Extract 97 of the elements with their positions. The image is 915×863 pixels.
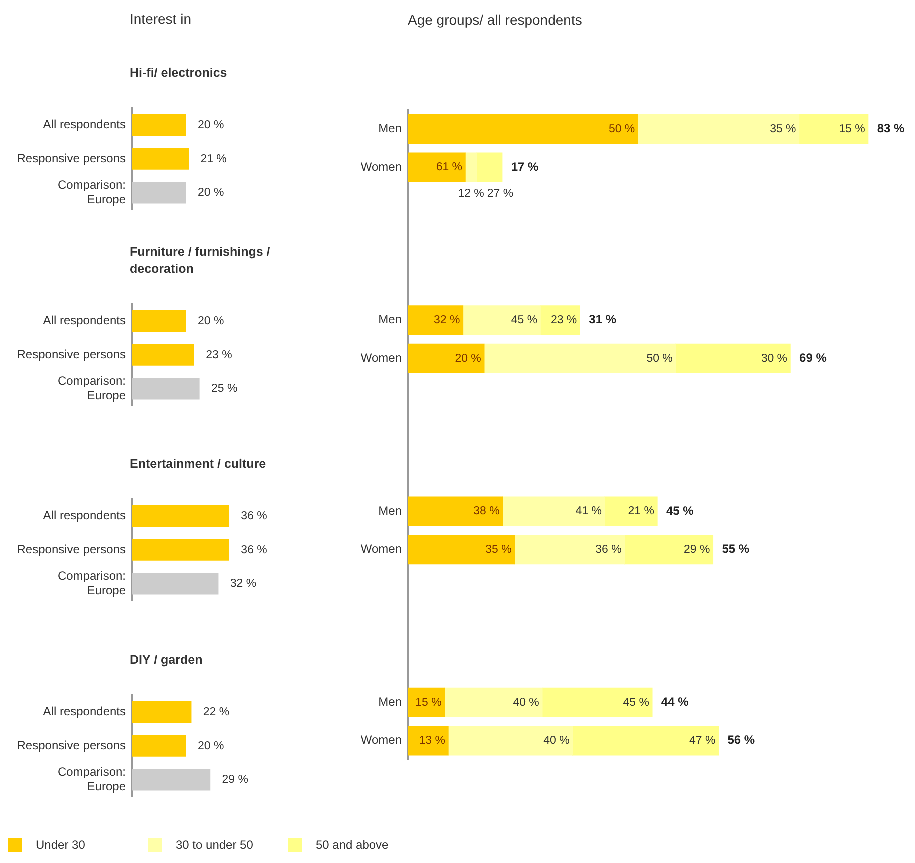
annotation: 20 % [455, 352, 482, 364]
annotation: 21 % [628, 505, 654, 518]
text: 83 % [877, 121, 906, 136]
bar [408, 343, 485, 373]
annotation: 31 % [589, 312, 617, 326]
legend-label: 50 and above [316, 838, 389, 852]
y-tick-label: Men [378, 694, 402, 708]
annotation: 15 % [416, 696, 442, 708]
y-tick-label: Women [360, 732, 402, 747]
bar [502, 496, 606, 526]
y-tick-label: Responsive persons [17, 346, 126, 361]
y-tick-label: Comparison: Europe [58, 178, 126, 206]
bar [444, 687, 543, 717]
annotation: 35 % [770, 122, 796, 135]
y-tick-label: Men [378, 121, 402, 136]
annotation: 45 % [511, 314, 538, 326]
y-tick-label: All respondents [43, 313, 126, 328]
data-label: 22 % [203, 706, 230, 718]
annotation: 61 % [436, 161, 463, 174]
data-label: 36 % [241, 510, 268, 522]
legend-label: 30 to under 50 [176, 838, 254, 852]
bar [624, 534, 714, 564]
y-tick-label: All respondents [43, 704, 126, 718]
bar [408, 305, 464, 335]
y-tick-label: Men [378, 312, 402, 326]
annotation: 40 % [513, 696, 540, 708]
bar [448, 726, 574, 756]
data-label: 21 % [200, 153, 227, 166]
annotation: 55 % [722, 542, 750, 556]
bar [484, 343, 676, 373]
data-label: 20 % [198, 740, 224, 752]
annotation: 69 % [800, 350, 828, 364]
annotation: 47 % [690, 734, 716, 747]
y-tick-label: Comparison: Europe [58, 569, 126, 598]
chart-subtitle: Entertainment / culture [130, 456, 266, 473]
bar [408, 687, 446, 717]
annotation: 30 % [761, 352, 788, 364]
chart-subtitle: Hi-fi/ electronics [130, 65, 228, 82]
bar [408, 496, 504, 526]
bar [604, 496, 658, 526]
bar [408, 534, 516, 564]
bar [465, 152, 478, 182]
data-label: 23 % [206, 348, 232, 361]
annotation: 15 % [839, 122, 866, 135]
annotation: 40 % [544, 734, 570, 747]
chart-title: Interest in [130, 11, 192, 27]
annotation: 35 % [486, 543, 512, 556]
y-tick-label: Women [360, 542, 402, 556]
chart-subtitle: Furniture / furnishings / decoration [130, 244, 272, 278]
chart-title: Age groups/ all respondents [408, 12, 582, 28]
y-tick-label: Responsive persons [17, 151, 126, 166]
annotation: 27 % [487, 188, 514, 200]
bar [462, 305, 541, 335]
bar [638, 114, 800, 144]
data-label: 29 % [222, 774, 249, 786]
bar [542, 687, 653, 717]
annotation: 41 % [576, 505, 602, 518]
bar [476, 152, 503, 182]
annotation: 36 % [596, 543, 622, 556]
data-label: 36 % [241, 544, 268, 556]
data-label: 20 % [198, 187, 224, 200]
bar [676, 343, 791, 373]
y-tick-label: Comparison: Europe [58, 764, 126, 793]
annotation: 17 % [511, 159, 540, 174]
bar [798, 114, 869, 144]
annotation: 45 % [666, 503, 694, 518]
annotation: 56 % [728, 732, 756, 747]
y-tick-label: Women [360, 350, 402, 364]
annotation: 44 % [661, 694, 690, 708]
annotation: 12 % [458, 188, 484, 200]
y-tick-label: All respondents [43, 508, 126, 523]
annotation: 50 % [646, 352, 673, 364]
annotation: 13 % [419, 734, 446, 747]
y-tick-label: Responsive persons [17, 738, 126, 752]
bar [408, 114, 638, 144]
y-tick-label: Responsive persons [17, 542, 126, 556]
annotation: 23 % [550, 314, 578, 326]
y-tick-label: Comparison: Europe [58, 374, 126, 402]
annotation: 38 % [474, 505, 500, 518]
data-label: 20 % [198, 119, 224, 132]
y-tick-label: Men [378, 503, 402, 518]
chart-subtitle: DIY / garden [130, 652, 203, 668]
annotation: 45 % [623, 696, 650, 708]
annotation: 29 % [684, 543, 710, 556]
bar [408, 152, 466, 182]
bar [514, 534, 626, 564]
y-tick-label: All respondents [43, 118, 126, 132]
data-label: 20 % [198, 314, 224, 327]
legend-label: Under 30 [36, 838, 86, 852]
bar [572, 726, 720, 756]
data-label: 25 % [211, 382, 238, 395]
bar [408, 726, 449, 756]
bar [540, 305, 580, 335]
annotation: 32 % [434, 314, 460, 326]
data-label: 32 % [230, 578, 257, 590]
annotation: 50 % [608, 122, 636, 135]
y-tick-label: Women [360, 159, 402, 174]
